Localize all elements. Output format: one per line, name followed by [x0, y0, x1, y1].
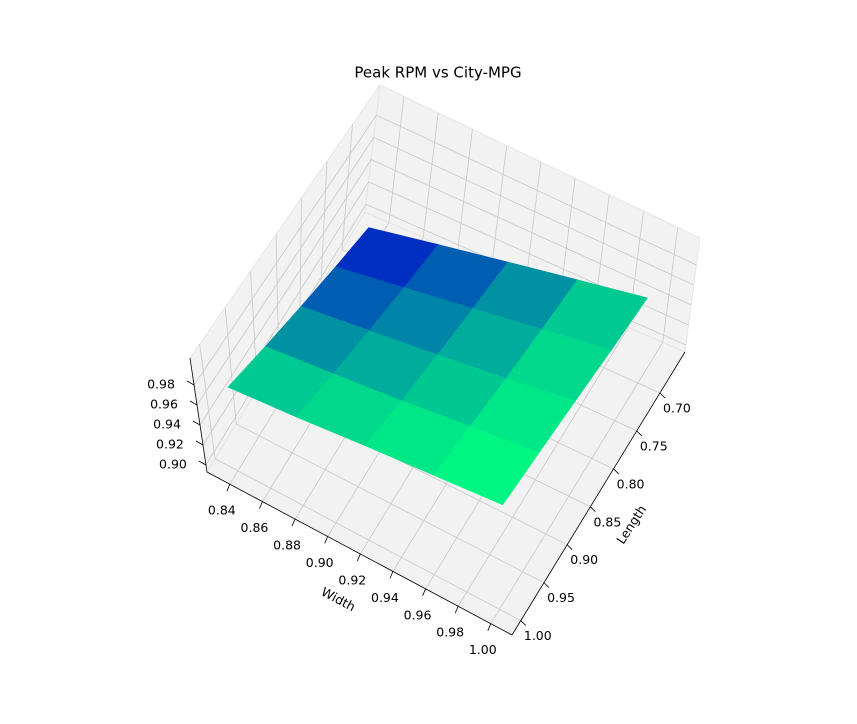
- x-tick: [636, 430, 643, 437]
- y-tick-label: 0.88: [273, 538, 301, 553]
- y-tick-label: 0.86: [241, 520, 269, 535]
- z-tick: [192, 420, 201, 426]
- grid-line: [457, 327, 629, 607]
- x-tick-label: 0.75: [640, 438, 668, 453]
- x-axis-line: [511, 351, 686, 636]
- grid-line: [422, 112, 439, 238]
- grid-line: [371, 159, 692, 306]
- y-tick: [226, 484, 231, 492]
- grid-line: [236, 423, 545, 584]
- x-tick: [613, 468, 619, 475]
- y-axis-line: [206, 471, 513, 636]
- z-tick-label: 0.94: [153, 417, 181, 432]
- x-tick-label: 0.80: [617, 476, 645, 491]
- x-tick: [566, 544, 573, 550]
- z-tick-label: 0.98: [147, 377, 175, 392]
- grid-line: [320, 161, 328, 285]
- chart-title: Peak RPM vs City-MPG: [354, 64, 521, 82]
- x-tick-label: 1.00: [524, 628, 552, 643]
- z-tick: [195, 440, 204, 446]
- grid-line: [376, 114, 697, 266]
- z-tick-label: 0.96: [150, 397, 178, 412]
- grid-line: [490, 342, 664, 624]
- grid-line: [224, 307, 237, 424]
- grid-line: [299, 197, 302, 320]
- grid-line: [457, 129, 473, 253]
- y-tick-label: 1.00: [469, 642, 497, 657]
- y-tick-label: 0.84: [208, 503, 236, 518]
- z-tick-label: 0.92: [156, 437, 184, 452]
- y-tick-label: 0.96: [404, 607, 432, 622]
- x-tick-label: 0.90: [570, 552, 598, 567]
- grid-line: [196, 137, 375, 406]
- x-tick: [543, 582, 550, 588]
- x-tick: [520, 620, 527, 626]
- y-tick-label: 0.92: [338, 572, 366, 587]
- surface-patch: [433, 426, 540, 506]
- z-tick-label: 0.90: [159, 457, 187, 472]
- y-tick: [291, 518, 296, 527]
- grid-line: [373, 136, 694, 286]
- grid-line: [199, 344, 216, 459]
- x-tick-label: 0.70: [663, 400, 691, 415]
- y-tick: [356, 553, 361, 562]
- surface: [227, 227, 648, 506]
- x-tick-label: 0.85: [593, 514, 621, 529]
- axes: 0.70 0.75 0.80 0.85 0.90 0.95 1.00 0.84 0.86 0.88…: [147, 351, 691, 657]
- grid-line: [199, 159, 372, 426]
- grid-line: [202, 181, 369, 446]
- y-tick: [487, 623, 492, 631]
- z-tick: [186, 380, 195, 386]
- z-axis-line: [189, 357, 208, 473]
- y-tick: [422, 588, 426, 596]
- y-tick-label: 0.98: [436, 625, 464, 640]
- x-tick: [659, 392, 666, 399]
- y-tick: [454, 606, 459, 614]
- y-tick-label: 0.94: [371, 590, 399, 605]
- grid-line: [341, 124, 353, 250]
- z-tick: [189, 400, 198, 406]
- y-tick: [324, 536, 329, 544]
- grid-line: [662, 227, 679, 343]
- grid-line: [214, 458, 521, 621]
- x-tick-label: 0.95: [547, 590, 575, 605]
- grid-line: [491, 145, 508, 268]
- grid-line: [193, 114, 377, 386]
- y-tick: [259, 501, 263, 509]
- x-tick: [590, 506, 596, 513]
- grid-line: [388, 96, 405, 223]
- y-tick-label: 0.90: [306, 555, 334, 570]
- y-tick: [389, 571, 394, 579]
- grid-line: [525, 161, 542, 283]
- z-tick: [198, 460, 207, 466]
